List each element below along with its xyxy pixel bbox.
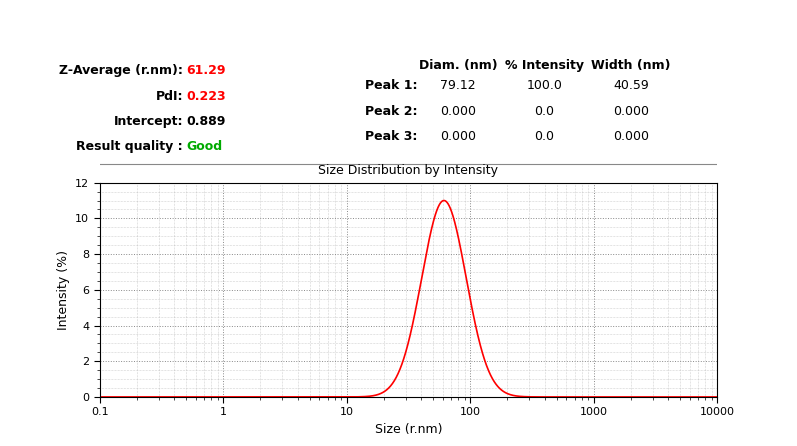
Y-axis label: Intensity (%): Intensity (%) <box>57 250 69 330</box>
Text: 0.0: 0.0 <box>534 131 555 144</box>
Text: Z-Average (r.nm):: Z-Average (r.nm): <box>59 64 183 77</box>
Text: Peak 3:: Peak 3: <box>365 131 418 144</box>
Text: Intercept:: Intercept: <box>113 115 183 128</box>
Text: 40.59: 40.59 <box>613 78 649 91</box>
Text: 79.12: 79.12 <box>440 78 476 91</box>
Text: 61.29: 61.29 <box>186 64 226 77</box>
Text: Peak 1:: Peak 1: <box>365 78 418 91</box>
Text: 0.000: 0.000 <box>613 104 649 118</box>
Text: Result quality :: Result quality : <box>77 140 183 153</box>
Title: Size Distribution by Intensity: Size Distribution by Intensity <box>319 164 498 178</box>
Text: Width (nm): Width (nm) <box>591 59 670 72</box>
Text: 0.000: 0.000 <box>440 104 476 118</box>
Text: 0.223: 0.223 <box>186 90 226 103</box>
Text: 100.0: 100.0 <box>526 78 563 91</box>
Text: % Intensity: % Intensity <box>505 59 584 72</box>
Text: 0.000: 0.000 <box>613 131 649 144</box>
Text: PdI:: PdI: <box>155 90 183 103</box>
Text: 0.0: 0.0 <box>534 104 555 118</box>
Text: Good: Good <box>186 140 222 153</box>
Text: Diam. (nm): Diam. (nm) <box>418 59 497 72</box>
X-axis label: Size (r.nm): Size (r.nm) <box>375 423 442 436</box>
Text: Peak 2:: Peak 2: <box>365 104 418 118</box>
Text: 0.889: 0.889 <box>186 115 226 128</box>
Text: 0.000: 0.000 <box>440 131 476 144</box>
